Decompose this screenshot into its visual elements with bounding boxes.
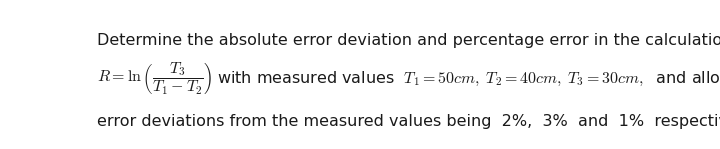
Text: error deviations from the measured values being  2%,  3%  and  1%  respectively.: error deviations from the measured value…	[96, 114, 720, 129]
Text: with measured values  $T_1 = 50cm,\; T_2 = 40cm,\; T_3 = 30cm,$  and allowable: with measured values $T_1 = 50cm,\; T_2 …	[212, 70, 720, 88]
Text: Determine the absolute error deviation and percentage error in the calculation o: Determine the absolute error deviation a…	[96, 33, 720, 48]
Text: $\mathit{R} = \ln\left(\dfrac{T_3}{T_1-T_2}\right)$: $\mathit{R} = \ln\left(\dfrac{T_3}{T_1-T…	[96, 60, 212, 97]
